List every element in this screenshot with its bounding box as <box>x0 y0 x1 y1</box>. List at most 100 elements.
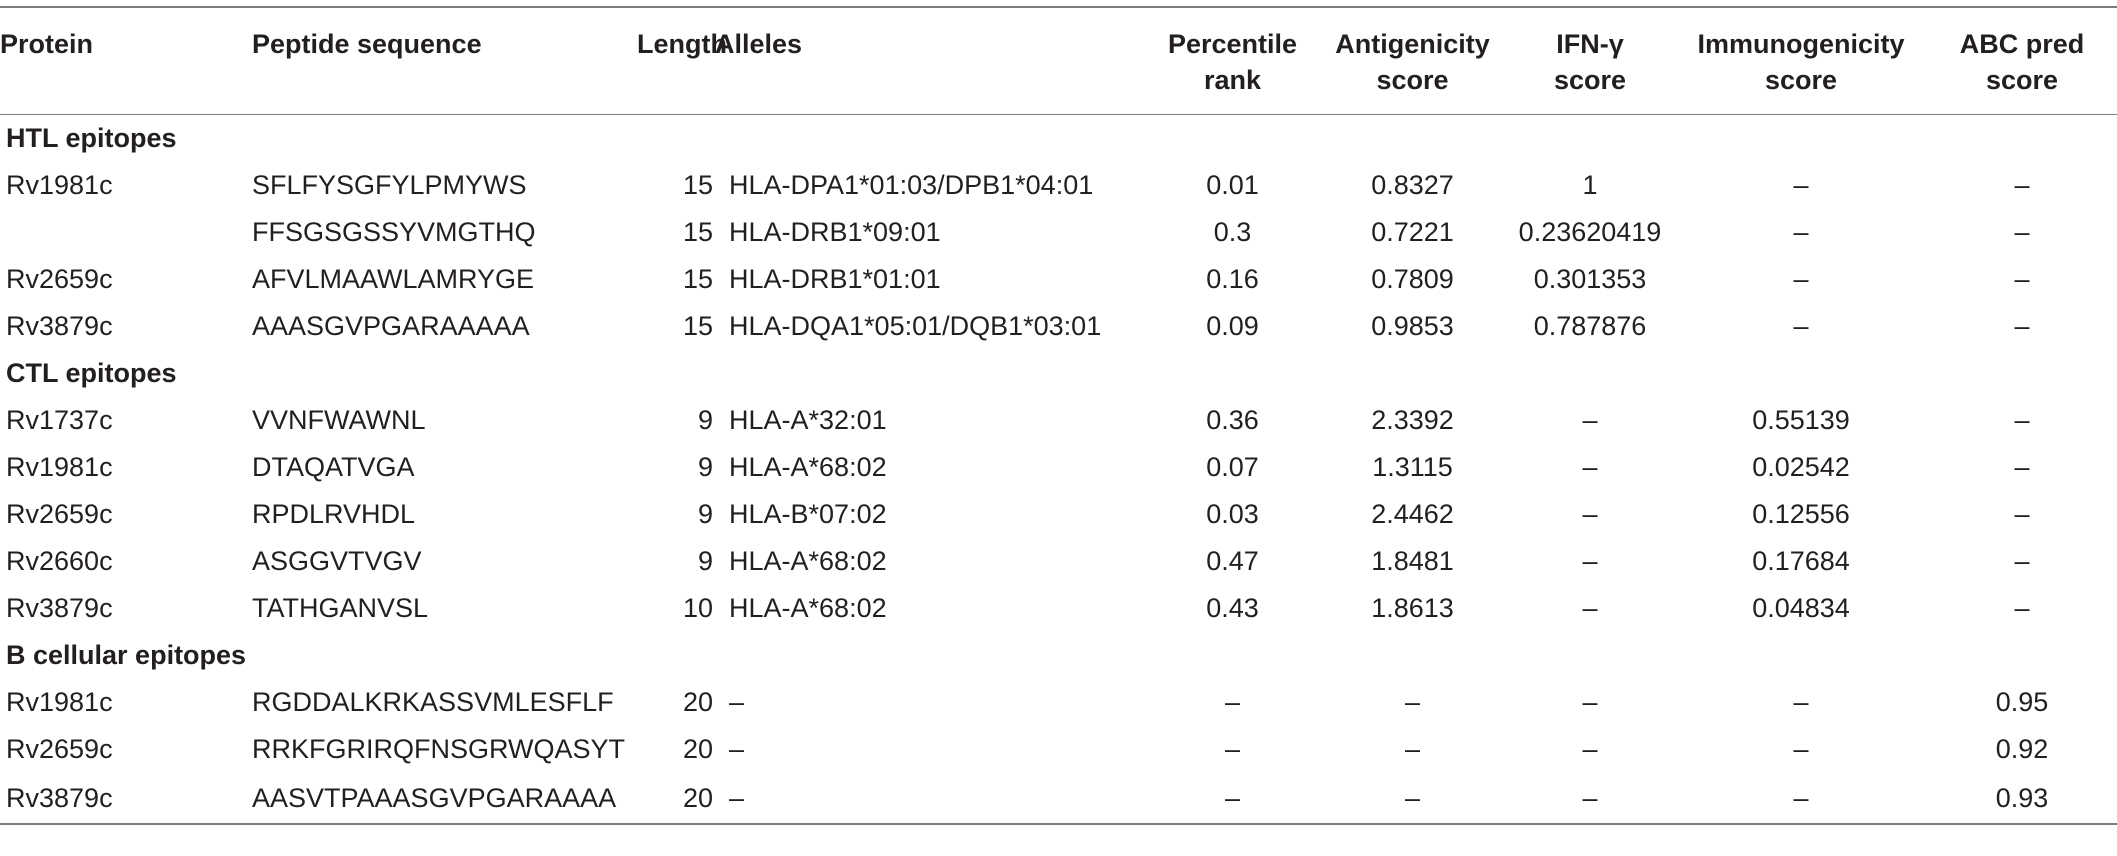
cell-abc-pred-score: – <box>2014 170 2030 200</box>
table-row: Rv1981c SFLFYSGFYLPMYWS 15 HLA-DPA1*01:03/D… <box>0 162 2117 209</box>
cell-ifn-gamma-score: 1 <box>1582 170 1598 200</box>
cell-abc-pred-score: 0.95 <box>1995 687 2049 717</box>
cell-length: 9 <box>697 405 713 435</box>
header-row: Protein Peptide sequence Length Alleles … <box>0 7 2117 115</box>
cell-peptide-sequence: VVNFWAWNL <box>252 405 426 435</box>
table-row: Rv1737c VVNFWAWNL 9 HLA-A*32:01 0.36 2.3392 – 0… <box>0 397 2117 444</box>
header-peptide-sequence: Peptide sequence <box>252 7 637 115</box>
header-percentile-rank: Percentile rank <box>1145 7 1320 115</box>
cell-alleles: HLA-DQA1*05:01/DQB1*03:01 <box>729 311 1102 341</box>
table-body: HTL epitopes Rv1981c SFLFYSGFYLPMYWS 15 HLA-… <box>0 115 2117 825</box>
cell-antigenicity-score: 0.7221 <box>1371 217 1454 247</box>
table-row: Rv2660c ASGGVTVGV 9 HLA-A*68:02 0.47 1.8481 – 0… <box>0 538 2117 585</box>
cell-antigenicity-score: 0.8327 <box>1371 170 1454 200</box>
cell-abc-pred-score: – <box>2014 546 2030 576</box>
cell-abc-pred-score: – <box>2014 217 2030 247</box>
cell-antigenicity-score: 0.9853 <box>1371 311 1454 341</box>
cell-percentile-rank: – <box>1145 773 1320 825</box>
header-alleles: Alleles <box>715 7 1145 115</box>
cell-peptide-sequence: RRKFGRIRQFNSGRWQASYT <box>252 734 626 764</box>
cell-length: 9 <box>697 452 713 482</box>
cell-protein: Rv2660c <box>6 546 113 576</box>
cell-antigenicity-score: 2.4462 <box>1371 499 1454 529</box>
cell-alleles: – <box>715 773 1145 825</box>
cell-peptide-sequence: SFLFYSGFYLPMYWS <box>252 170 527 200</box>
table-row: Rv2659c RRKFGRIRQFNSGRWQASYT 20– – – – –0.92 <box>0 726 2117 773</box>
cell-ifn-gamma-score: – <box>1582 452 1598 482</box>
cell-alleles: HLA-DRB1*01:01 <box>729 264 941 294</box>
cell-antigenicity-score: 2.3392 <box>1371 405 1454 435</box>
cell-length: 9 <box>697 546 713 576</box>
cell-immunogenicity-score: 0.12556 <box>1752 499 1850 529</box>
cell-immunogenicity-score: 0.17684 <box>1752 546 1850 576</box>
cell-alleles: HLA-A*68:02 <box>729 452 887 482</box>
epitope-table: Protein Peptide sequence Length Alleles … <box>0 6 2117 825</box>
cell-ifn-gamma-score: – <box>1582 405 1598 435</box>
section-title: B cellular epitopes <box>6 640 247 670</box>
cell-abc-pred-score: 0.92 <box>1995 734 2049 764</box>
header-immunogenicity-score: Immunogenicity score <box>1675 7 1927 115</box>
cell-protein <box>0 209 252 256</box>
cell-percentile-rank: 0.36 <box>1206 405 1259 435</box>
table-row: Rv2659c AFVLMAAWLAMRYGE 15 HLA-DRB1*01:01 0.… <box>0 256 2117 303</box>
cell-percentile-rank: 0.16 <box>1206 264 1259 294</box>
section-title: HTL epitopes <box>6 123 177 153</box>
cell-peptide-sequence: TATHGANVSL <box>252 593 429 623</box>
cell-percentile-rank: 0.09 <box>1206 311 1259 341</box>
cell-length: 15 <box>682 170 713 200</box>
table-row: Rv3879c AAASGVPGARAAAAA 15 HLA-DQA1*05:01/D… <box>0 303 2117 350</box>
cell-percentile-rank: 0.01 <box>1206 170 1259 200</box>
cell-immunogenicity-score: – <box>1793 311 1809 341</box>
cell-ifn-gamma-score: – <box>1582 734 1598 764</box>
table-row: FFSGSGSSYVMGTHQ 15 HLA-DRB1*09:01 0.3 0.7221… <box>0 209 2117 256</box>
cell-ifn-gamma-score: 0.787876 <box>1533 311 1647 341</box>
cell-protein: Rv3879c <box>6 593 113 623</box>
cell-peptide-sequence: FFSGSGSSYVMGTHQ <box>252 217 536 247</box>
cell-peptide-sequence: RGDDALKRKASSVMLESFLF <box>252 687 614 717</box>
cell-abc-pred-score: 0.93 <box>1927 773 2117 825</box>
cell-immunogenicity-score: – <box>1675 773 1927 825</box>
cell-antigenicity-score: – <box>1404 734 1421 764</box>
epitope-table-container: Protein Peptide sequence Length Alleles … <box>0 6 2117 825</box>
cell-peptide-sequence: AFVLMAAWLAMRYGE <box>252 264 535 294</box>
cell-peptide-sequence: ASGGVTVGV <box>252 546 422 576</box>
cell-immunogenicity-score: 0.04834 <box>1752 593 1850 623</box>
cell-alleles: HLA-A*68:02 <box>729 546 887 576</box>
cell-alleles: HLA-A*32:01 <box>729 405 887 435</box>
cell-antigenicity-score: 1.8481 <box>1371 546 1454 576</box>
cell-abc-pred-score: – <box>2014 311 2030 341</box>
section-header-row: CTL epitopes <box>0 350 2117 397</box>
cell-ifn-gamma-score: – <box>1582 499 1598 529</box>
cell-alleles: HLA-A*68:02 <box>729 593 887 623</box>
cell-length: 9 <box>697 499 713 529</box>
header-abc-pred-score: ABC pred score <box>1927 7 2117 115</box>
cell-percentile-rank: – <box>1224 734 1241 764</box>
cell-peptide-sequence: DTAQATVGA <box>252 452 415 482</box>
header-ifn-gamma-score: IFN-γ score <box>1505 7 1675 115</box>
header-antigenicity-score: Antigenicity score <box>1320 7 1505 115</box>
cell-antigenicity-score: – <box>1404 687 1421 717</box>
section-header-row: B cellular epitopes <box>0 632 2117 679</box>
cell-ifn-gamma-score: – <box>1582 687 1598 717</box>
cell-length: 15 <box>682 311 713 341</box>
table-row: Rv1981c RGDDALKRKASSVMLESFLF 20– – – – –0.95 <box>0 679 2117 726</box>
cell-alleles: HLA-DRB1*09:01 <box>729 217 941 247</box>
cell-abc-pred-score: – <box>2014 452 2030 482</box>
cell-alleles: – <box>729 734 745 764</box>
cell-immunogenicity-score: 0.55139 <box>1752 405 1850 435</box>
cell-protein: Rv2659c <box>6 264 113 294</box>
cell-length: 20 <box>682 687 713 717</box>
header-protein: Protein <box>0 7 252 115</box>
cell-antigenicity-score: 1.3115 <box>1372 452 1453 482</box>
cell-length: 15 <box>682 264 713 294</box>
cell-percentile-rank: 0.43 <box>1206 593 1259 623</box>
section-title: CTL epitopes <box>6 358 177 388</box>
cell-ifn-gamma-score: – <box>1582 546 1598 576</box>
cell-protein: Rv3879c <box>0 773 252 825</box>
cell-antigenicity-score: 1.8613 <box>1371 593 1454 623</box>
cell-abc-pred-score: – <box>2014 264 2030 294</box>
header-length: Length <box>637 7 727 115</box>
cell-abc-pred-score: – <box>2014 593 2030 623</box>
cell-percentile-rank: 0.07 <box>1206 452 1259 482</box>
cell-peptide-sequence: AAASGVPGARAAAAA <box>252 311 530 341</box>
